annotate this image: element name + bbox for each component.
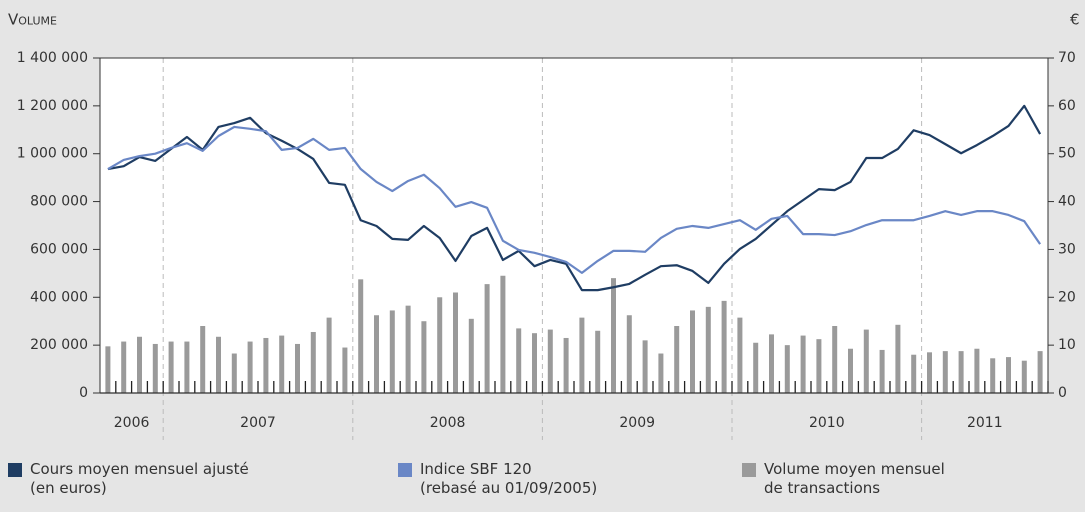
y2-tick-label: 60 <box>1058 98 1076 114</box>
bar <box>832 326 838 393</box>
bar <box>405 305 411 393</box>
bar <box>626 315 632 393</box>
bar <box>990 358 996 393</box>
y-tick-label: 600 000 <box>30 241 88 257</box>
y2-tick-label: 0 <box>1058 385 1067 401</box>
y-tick-label: 1 200 000 <box>17 98 88 114</box>
bar <box>421 321 427 393</box>
bar <box>784 345 790 393</box>
y-axis-title: Volume <box>8 11 57 29</box>
bar <box>753 342 759 393</box>
bar <box>453 292 458 393</box>
bar <box>737 317 743 393</box>
y2-tick-label: 50 <box>1058 146 1076 162</box>
bar <box>800 335 806 393</box>
x-group-label: 2010 <box>809 415 845 431</box>
bar <box>137 336 142 393</box>
bar <box>579 317 585 393</box>
bar <box>263 337 269 393</box>
bar <box>1021 360 1027 393</box>
y2-axis-title: € <box>1070 11 1080 29</box>
bar <box>295 343 300 393</box>
bar <box>374 315 379 393</box>
bar <box>958 351 964 393</box>
bar <box>863 329 869 393</box>
bar <box>152 343 158 393</box>
legend-swatch <box>742 463 756 477</box>
bar <box>1006 357 1011 393</box>
x-group-label: 2009 <box>619 415 655 431</box>
y2-tick-label: 40 <box>1058 194 1076 210</box>
legend-entry: Volume moyen mensuel de transactions <box>742 460 945 498</box>
bar <box>927 352 932 393</box>
x-group-label: 2011 <box>967 415 1003 431</box>
bar <box>358 279 364 393</box>
bar <box>563 337 569 393</box>
bar <box>848 348 853 393</box>
legend-entry: Cours moyen mensuel ajusté (en euros) <box>8 460 249 498</box>
bar <box>500 275 506 393</box>
bar <box>121 341 127 393</box>
y-tick-label: 1 400 000 <box>17 50 88 66</box>
bar <box>468 318 474 393</box>
y-tick-label: 0 <box>79 385 88 401</box>
bar <box>674 326 680 393</box>
bar <box>168 341 174 393</box>
legend-label: Volume moyen mensuel de transactions <box>764 460 945 497</box>
bar <box>942 351 948 393</box>
y-tick-label: 400 000 <box>30 289 88 305</box>
bar <box>216 336 221 393</box>
legend-swatch <box>8 463 22 477</box>
bar <box>721 300 727 393</box>
bar <box>611 278 616 393</box>
bar <box>895 324 901 393</box>
bar <box>484 284 490 393</box>
bar <box>532 333 537 393</box>
bar <box>816 339 822 393</box>
bar <box>200 326 206 393</box>
y2-tick-label: 20 <box>1058 289 1076 305</box>
y2-tick-label: 10 <box>1058 337 1076 353</box>
bar <box>389 310 395 393</box>
bar <box>595 330 601 393</box>
y-tick-label: 1 000 000 <box>17 146 88 162</box>
bar <box>1037 351 1043 393</box>
bar <box>705 306 711 393</box>
bar <box>879 349 885 393</box>
x-group-label: 2007 <box>240 415 276 431</box>
bar <box>769 334 774 393</box>
legend-label: Cours moyen mensuel ajusté (en euros) <box>30 460 249 497</box>
bar <box>247 341 253 393</box>
bar <box>437 297 443 393</box>
bar <box>342 347 348 393</box>
bar <box>642 340 648 393</box>
y2-tick-label: 30 <box>1058 241 1076 257</box>
bar <box>974 348 980 393</box>
bar <box>310 331 316 393</box>
y2-tick-label: 70 <box>1058 50 1076 66</box>
bar <box>105 346 111 393</box>
legend-swatch <box>398 463 412 477</box>
y-tick-label: 200 000 <box>30 337 88 353</box>
x-group-label: 2008 <box>430 415 466 431</box>
bar <box>184 341 190 393</box>
bar <box>516 328 522 393</box>
plot-area <box>100 58 1048 393</box>
bar <box>690 310 695 393</box>
plot-border <box>99 57 1049 394</box>
legend-label: Indice SBF 120 (rebasé au 01/09/2005) <box>420 460 598 497</box>
x-group-label: 2006 <box>114 415 150 431</box>
bar <box>231 353 237 393</box>
bar <box>658 353 664 393</box>
line <box>107 125 1042 274</box>
bar <box>326 317 332 393</box>
bar <box>911 354 917 393</box>
bar <box>279 335 285 393</box>
y-tick-label: 800 000 <box>30 194 88 210</box>
bar <box>547 329 553 393</box>
legend-entry: Indice SBF 120 (rebasé au 01/09/2005) <box>398 460 597 498</box>
